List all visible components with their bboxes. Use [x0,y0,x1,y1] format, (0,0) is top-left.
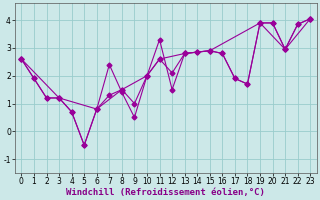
X-axis label: Windchill (Refroidissement éolien,°C): Windchill (Refroidissement éolien,°C) [66,188,265,197]
